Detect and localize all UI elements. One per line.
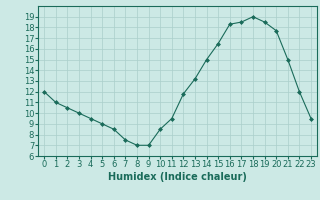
X-axis label: Humidex (Indice chaleur): Humidex (Indice chaleur)	[108, 172, 247, 182]
